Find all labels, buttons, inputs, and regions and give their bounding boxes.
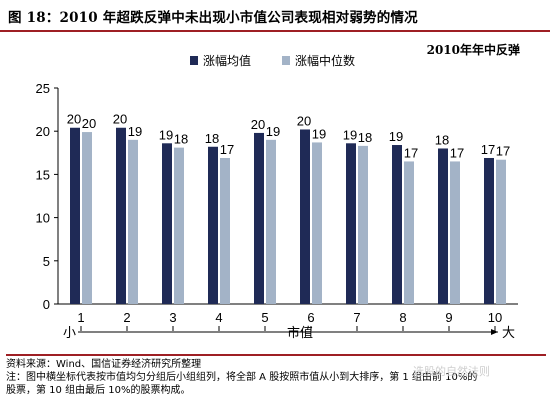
- data-label-mean-6: 20: [297, 113, 311, 128]
- bar-mean-9: [438, 148, 448, 304]
- note-line-2: 股票，第 10 组由最后 10%的股票构成。: [6, 385, 191, 396]
- data-label-mean-2: 20: [113, 112, 127, 127]
- bar-median-6: [312, 142, 322, 304]
- data-label-median-10: 17: [496, 144, 510, 159]
- figure-title: 图 18：2010 年超跌反弹中未出现小市值公司表现相对弱势的情况: [8, 10, 418, 26]
- bar-mean-7: [346, 143, 356, 304]
- axis-small-label: 小: [63, 326, 76, 341]
- data-label-median-4: 17: [220, 142, 234, 157]
- data-label-median-2: 19: [128, 124, 142, 139]
- data-label-mean-4: 18: [205, 131, 219, 146]
- bar-mean-2: [116, 127, 126, 304]
- data-label-median-7: 18: [358, 130, 372, 145]
- axis-center-label: 市值: [287, 325, 313, 341]
- x-tick-label: 10: [488, 310, 502, 325]
- bar-mean-4: [208, 146, 218, 304]
- size-arrow-head: [491, 329, 498, 335]
- bar-median-2: [128, 139, 138, 304]
- bar-median-4: [220, 157, 230, 304]
- source-note: 资料来源：Wind、国信证券经济研究所整理: [6, 359, 202, 370]
- bar-median-10: [496, 159, 506, 304]
- data-label-mean-8: 19: [389, 129, 403, 144]
- x-tick-label: 9: [445, 310, 452, 325]
- y-tick-label: 5: [43, 254, 50, 269]
- x-tick-label: 7: [353, 310, 360, 325]
- bar-median-1: [82, 132, 92, 304]
- data-label-median-8: 17: [404, 145, 418, 160]
- data-label-mean-5: 20: [251, 117, 265, 132]
- legend-label-1: 涨幅均值: [203, 53, 251, 68]
- data-label-median-9: 17: [450, 145, 464, 160]
- y-tick-label: 0: [43, 297, 50, 312]
- bar-mean-10: [484, 157, 494, 304]
- y-tick-label: 15: [36, 167, 50, 182]
- bar-mean-3: [162, 143, 172, 304]
- y-tick-label: 10: [36, 211, 50, 226]
- y-tick-label: 20: [36, 124, 50, 139]
- footnotes: 资料来源：Wind、国信证券经济研究所整理 注：图中横坐标代表按市值均匀分组后小…: [6, 354, 546, 397]
- bar-mean-8: [392, 145, 402, 304]
- bar-mean-6: [300, 129, 310, 304]
- data-label-median-1: 20: [82, 116, 96, 131]
- data-label-mean-9: 18: [435, 132, 449, 147]
- bar-median-8: [404, 161, 414, 304]
- x-tick-label: 6: [307, 310, 314, 325]
- bar-mean-1: [70, 127, 80, 304]
- bar-median-9: [450, 161, 460, 304]
- x-tick-label: 5: [261, 310, 268, 325]
- data-label-median-5: 19: [266, 124, 280, 139]
- data-label-median-6: 19: [312, 126, 326, 141]
- x-tick-label: 3: [169, 310, 176, 325]
- title-bar: 图 18：2010 年超跌反弹中未出现小市值公司表现相对弱势的情况: [0, 0, 550, 32]
- chart-subtitle: 2010年年中反弹: [427, 42, 520, 57]
- y-tick-label: 25: [36, 81, 50, 96]
- x-tick-label: 1: [77, 310, 84, 325]
- bar-median-3: [174, 147, 184, 304]
- x-tick-label: 2: [123, 310, 130, 325]
- data-label-mean-7: 19: [343, 127, 357, 142]
- bar-median-7: [358, 145, 368, 304]
- x-tick-label: 8: [399, 310, 406, 325]
- legend-label-2: 涨幅中位数: [295, 53, 355, 68]
- bar-mean-5: [254, 132, 264, 304]
- data-label-mean-1: 20: [67, 112, 81, 127]
- bar-median-5: [266, 139, 276, 304]
- legend-swatch-2: [282, 56, 290, 65]
- data-label-median-3: 18: [174, 132, 188, 147]
- note-line-1: 注：图中横坐标代表按市值均匀分组后小组组列，将全部 A 股按照市值从小到大排序，…: [6, 372, 478, 383]
- x-tick-label: 4: [215, 310, 222, 325]
- axis-large-label: 大: [502, 326, 515, 341]
- data-label-mean-3: 19: [159, 127, 173, 142]
- legend-swatch-1: [190, 56, 198, 65]
- data-label-mean-10: 17: [481, 142, 495, 157]
- watermark: 选股的自然法则: [413, 365, 490, 378]
